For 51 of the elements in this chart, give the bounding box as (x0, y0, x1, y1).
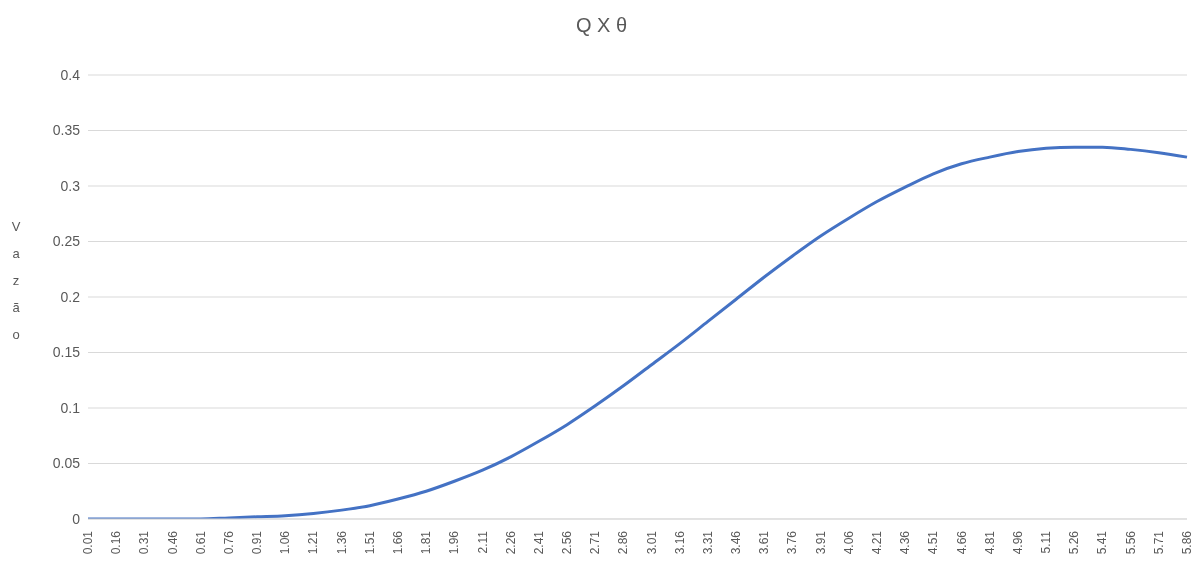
x-tick-label: 0.01 (81, 530, 95, 555)
y-tick-label: 0.4 (60, 66, 81, 83)
x-tick-label: 4.81 (982, 530, 997, 555)
chart-title: Q X θ (574, 14, 629, 37)
y-tick-label: 0 (72, 510, 81, 527)
x-tick-label: 1.51 (362, 530, 377, 555)
x-tick-label: 3.61 (757, 530, 772, 555)
x-tick-label: 1.06 (278, 530, 293, 555)
x-tick-label: 4.66 (954, 530, 969, 555)
x-tick-label: 1.21 (306, 530, 321, 555)
x-tick-label: 5.41 (1095, 530, 1110, 555)
x-tick-label: 5.56 (1123, 530, 1138, 555)
x-tick-label: 2.26 (503, 530, 518, 555)
x-tick-label: 3.01 (644, 530, 659, 555)
x-tick-label: 0.16 (109, 530, 124, 555)
y-tick-label: 0.05 (52, 455, 81, 472)
x-tick-label: 2.86 (616, 530, 631, 555)
y-tick-label: 0.2 (60, 288, 81, 305)
y-tick-label: 0.35 (52, 122, 81, 139)
x-tick-label: 2.71 (588, 530, 603, 555)
x-tick-label: 5.26 (1067, 530, 1082, 555)
x-tick-label: 1.66 (390, 530, 405, 555)
x-tick-label: 0.61 (193, 530, 208, 555)
x-tick-label: 3.46 (729, 530, 744, 555)
x-tick-label: 5.11 (1039, 530, 1054, 554)
x-tick-label: 3.31 (700, 530, 715, 555)
x-tick-label: 3.91 (813, 530, 828, 555)
x-tick-label: 5.71 (1151, 530, 1166, 555)
y-tick-label: 0.1 (60, 399, 81, 416)
x-tick-label: 2.41 (531, 530, 546, 555)
x-tick-label: 3.16 (672, 530, 687, 555)
y-tick-label: 0.25 (52, 233, 81, 250)
y-axis-title: Vazão (10, 218, 22, 344)
x-tick-label: 2.56 (560, 530, 575, 555)
x-tick-label: 0.76 (221, 530, 236, 555)
x-tick-label: 0.91 (250, 530, 265, 555)
x-tick-label: 4.06 (841, 530, 856, 555)
x-tick-label: 0.46 (165, 530, 180, 555)
x-tick-label: 4.21 (870, 530, 885, 555)
x-tick-label: 0.31 (137, 530, 152, 555)
x-tick-label: 1.96 (447, 530, 462, 555)
x-tick-label: 3.76 (785, 530, 800, 555)
x-tick-label: 5.86 (1180, 530, 1194, 555)
x-tick-label: 2.11 (475, 530, 490, 554)
x-tick-label: 1.36 (334, 530, 349, 555)
x-tick-label: 4.36 (898, 530, 913, 555)
y-tick-label: 0.15 (52, 344, 81, 361)
x-tick-label: 4.96 (1010, 530, 1025, 555)
y-tick-label: 0.3 (60, 177, 81, 194)
x-tick-label: 1.81 (419, 530, 434, 555)
x-tick-label: 4.51 (926, 530, 941, 555)
